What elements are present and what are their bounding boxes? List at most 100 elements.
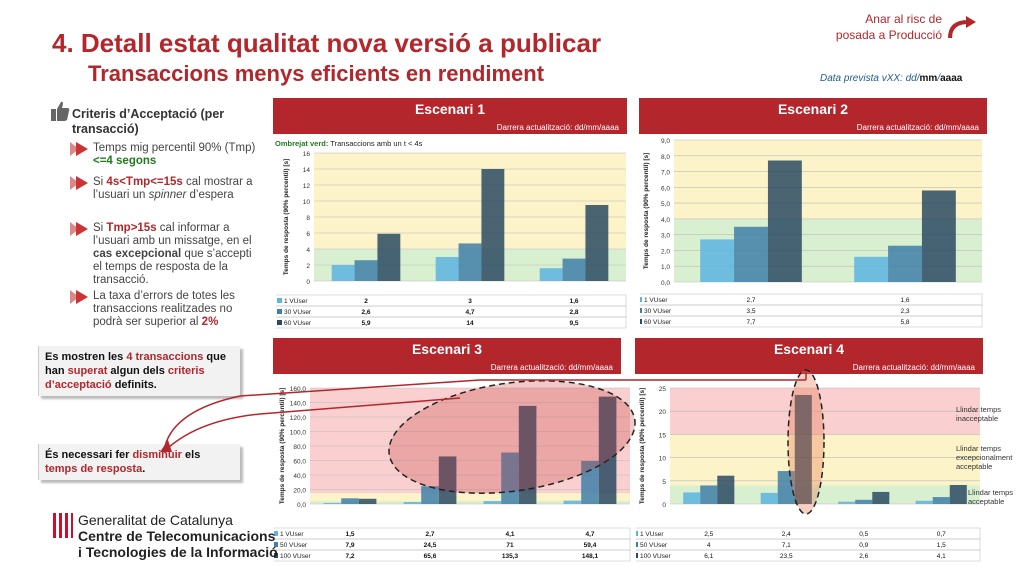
data-label: 3,5 <box>746 308 755 315</box>
y-tick-label: 12 <box>303 183 311 190</box>
shading-note: Ombrejat verd: Transaccions amb un t < 4… <box>275 139 423 148</box>
bar <box>481 169 505 281</box>
y-tick-label: 40,0 <box>293 473 306 480</box>
data-label: 3 <box>468 298 472 305</box>
bar <box>949 484 967 504</box>
legend-label: 50 VUser <box>280 542 308 549</box>
panel-updated: Darrera actualització: dd/mm/aaaa <box>852 363 975 372</box>
threshold-label-acceptable: Llindar temps acceptable <box>968 488 1014 506</box>
panel-updated: Darrera actualització: dd/mm/aaaa <box>856 123 979 132</box>
y-tick-label: 0 <box>662 502 666 509</box>
panel-header-escenari-2: Escenari 2 Darrera actualització: dd/mm/… <box>639 98 987 134</box>
risk-link-line1[interactable]: Anar al risc de <box>865 12 942 26</box>
y-tick-label: 25 <box>659 386 667 393</box>
bar <box>888 245 922 282</box>
panel-header-escenari-1: Escenari 1 Darrera actualització: dd/mm/… <box>273 98 627 134</box>
data-label: 4,7 <box>585 531 594 538</box>
data-label: 2,6 <box>361 309 370 316</box>
y-tick-label: 15 <box>659 432 667 439</box>
arrow-bullet-icon <box>70 176 88 190</box>
legend-label: 100 VUser <box>280 553 312 560</box>
bar <box>700 485 718 504</box>
data-label: 2,8 <box>569 309 578 316</box>
data-label: 2,7 <box>425 531 434 538</box>
arrow-bullet-icon <box>70 290 88 304</box>
data-label: 1,5 <box>937 542 946 549</box>
curved-arrow-icon[interactable] <box>946 14 978 40</box>
chart-escenari-2: 0,0 1,0 2,0 3,0 4,0 5,0 6,0 7,0 8,0 9,0 Temps de r… <box>640 138 983 328</box>
bar <box>331 265 355 281</box>
data-label: 65,6 <box>424 553 437 560</box>
data-label: 5,9 <box>361 320 370 327</box>
table-row <box>640 315 983 328</box>
arrow-bullet-icon <box>70 142 88 156</box>
data-label: 2,6 <box>859 553 868 560</box>
data-label: 7,9 <box>345 542 354 549</box>
y-tick-label: 160,0 <box>290 386 307 393</box>
data-label: 135,3 <box>502 553 519 560</box>
bar <box>585 205 609 281</box>
y-tick-label: 16 <box>303 151 311 158</box>
y-tick-label: 5 <box>662 479 666 486</box>
legend-label: 1 VUser <box>640 531 664 538</box>
bar <box>777 471 795 504</box>
bar <box>501 452 519 504</box>
threshold-band <box>310 493 630 502</box>
y-tick-label: 100,0 <box>290 430 307 437</box>
legend-swatch <box>274 531 278 536</box>
y-tick-label: 10 <box>659 456 667 463</box>
legend-swatch <box>640 297 642 302</box>
table-row <box>640 293 983 306</box>
legend-swatch <box>636 531 638 536</box>
chart-escenari-3: 0,0 20,0 40,0 60,0 80,0 100,0 120,0 140,0 160,0 T… <box>274 386 631 562</box>
bar <box>683 492 701 504</box>
y-tick-label: 120,0 <box>290 415 307 422</box>
risk-link[interactable]: Anar al risc de posada a Producció <box>836 11 942 43</box>
criterion-2: Si 4s<Tmp<=15s cal mostrar a l’usuari un… <box>93 176 253 201</box>
data-label: 4 <box>707 542 711 549</box>
threshold-label-unacceptable: Llindar temps inacceptable <box>956 405 1002 423</box>
bar <box>767 160 802 282</box>
y-tick-label: 2 <box>306 263 310 270</box>
bar <box>794 394 812 504</box>
y-axis-label: Temps de resposta (90% percentil) [s] <box>283 159 290 276</box>
bar <box>421 486 439 504</box>
bar <box>377 233 401 281</box>
bar <box>581 460 599 504</box>
data-label: 2,3 <box>900 308 909 315</box>
bar <box>717 475 735 504</box>
y-tick-label: 6,0 <box>661 185 670 192</box>
bar <box>518 405 537 504</box>
bar <box>700 239 735 282</box>
data-label: 0,5 <box>859 531 868 538</box>
legend-label: 60 VUser <box>644 319 672 326</box>
legend-swatch <box>277 309 282 314</box>
y-tick-label: 7,0 <box>661 170 670 177</box>
data-label: 148,1 <box>582 553 599 560</box>
legend-swatch <box>636 553 638 558</box>
legend-swatch <box>640 319 642 324</box>
data-label: 2,4 <box>782 531 791 538</box>
y-tick-label: 10 <box>303 199 311 206</box>
bar <box>562 258 586 281</box>
panel-header-escenari-3: Escenari 3 Darrera actualització: dd/mm/… <box>273 338 621 374</box>
legend-swatch <box>274 542 278 547</box>
bar <box>563 500 582 504</box>
bar <box>855 499 873 504</box>
risk-link-line2[interactable]: posada a Producció <box>835 28 942 42</box>
y-tick-label: 20 <box>659 409 667 416</box>
bar <box>598 396 617 504</box>
bar <box>403 502 422 504</box>
bar <box>760 492 778 504</box>
y-axis-label: Temps de resposta (90% percentil) [s] <box>279 388 286 505</box>
legend-swatch <box>277 298 282 303</box>
callout-reduce-times: És necessari fer disminuir els temps de … <box>38 444 240 480</box>
bar <box>915 500 933 504</box>
callout-transactions: Es mostren les 4 transaccions que han su… <box>38 346 240 396</box>
bar <box>921 190 956 282</box>
y-tick-label: 140,0 <box>290 401 307 408</box>
bar <box>932 497 950 504</box>
y-tick-label: 1,0 <box>661 264 670 271</box>
legend-label: 1 VUser <box>644 297 668 304</box>
organization-logo-text: Generalitat de Catalunya Centre de Telec… <box>78 512 278 560</box>
